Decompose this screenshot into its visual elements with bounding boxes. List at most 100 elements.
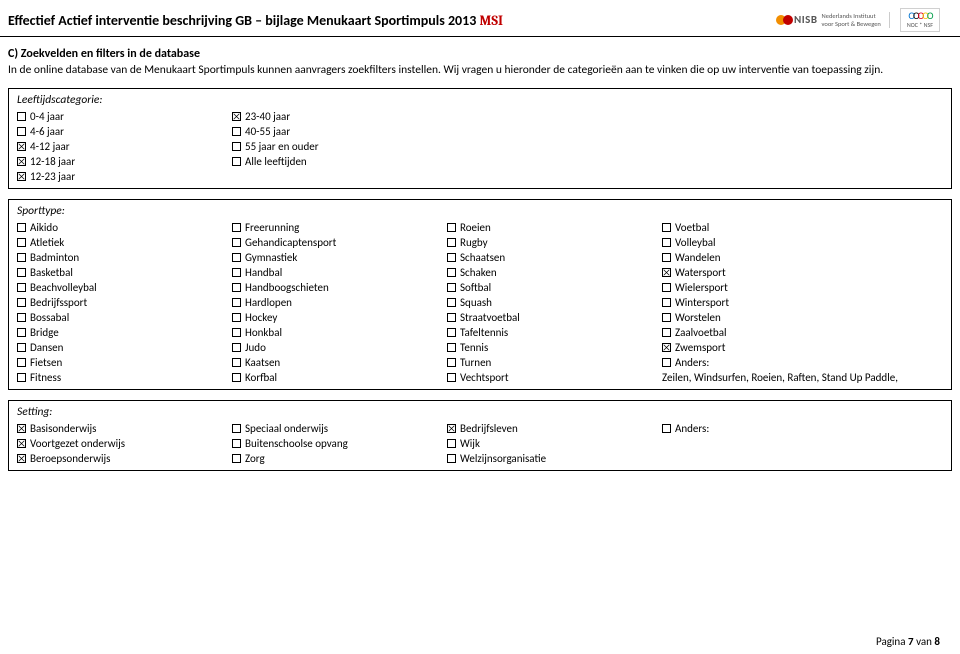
- footer-label: Pagina: [876, 635, 905, 648]
- checkbox-label: Badminton: [30, 250, 79, 265]
- checkbox[interactable]: [17, 343, 26, 352]
- checkbox[interactable]: [447, 373, 456, 382]
- checkbox[interactable]: [447, 358, 456, 367]
- checkbox[interactable]: [447, 343, 456, 352]
- checkbox[interactable]: [17, 157, 26, 166]
- checkbox[interactable]: [662, 313, 671, 322]
- checkbox[interactable]: [17, 268, 26, 277]
- checkbox[interactable]: [447, 298, 456, 307]
- checkbox[interactable]: [232, 157, 241, 166]
- checkbox-label: Judo: [245, 340, 266, 355]
- checkbox[interactable]: [17, 373, 26, 382]
- checkbox-label: Basisonderwijs: [30, 421, 96, 436]
- checkbox[interactable]: [232, 223, 241, 232]
- checkbox[interactable]: [232, 343, 241, 352]
- checkbox-label: Aikido: [30, 220, 58, 235]
- checkbox[interactable]: [447, 283, 456, 292]
- checkbox[interactable]: [662, 283, 671, 292]
- checkbox[interactable]: [17, 238, 26, 247]
- checkbox-label: Squash: [460, 295, 492, 310]
- checkbox-row: Handboogschieten: [232, 280, 447, 295]
- checkbox[interactable]: [447, 223, 456, 232]
- checkbox-label: Anders:: [675, 421, 709, 436]
- checkbox-label: 0-4 jaar: [30, 109, 64, 124]
- checkbox-label: Watersport: [675, 265, 726, 280]
- checkbox[interactable]: [17, 223, 26, 232]
- checkbox[interactable]: [232, 298, 241, 307]
- checkbox[interactable]: [232, 142, 241, 151]
- checkbox[interactable]: [447, 268, 456, 277]
- checkbox[interactable]: [17, 253, 26, 262]
- checkbox[interactable]: [662, 238, 671, 247]
- checkbox[interactable]: [17, 439, 26, 448]
- checkbox[interactable]: [662, 424, 671, 433]
- checkbox[interactable]: [447, 238, 456, 247]
- checkbox-row: Worstelen: [662, 310, 922, 325]
- checkbox-label: Beroepsonderwijs: [30, 451, 110, 466]
- checkbox[interactable]: [662, 328, 671, 337]
- checkbox-label: Worstelen: [675, 310, 721, 325]
- checkbox-row: 0-4 jaar: [17, 109, 232, 124]
- checkbox[interactable]: [232, 454, 241, 463]
- checkbox[interactable]: [17, 328, 26, 337]
- checkbox[interactable]: [662, 343, 671, 352]
- checkbox-row: 4-12 jaar: [17, 139, 232, 154]
- checkbox[interactable]: [662, 268, 671, 277]
- checkbox[interactable]: [17, 172, 26, 181]
- logo-group: NISB Nederlands Instituut voor Sport & B…: [776, 8, 940, 32]
- checkbox[interactable]: [662, 358, 671, 367]
- checkbox[interactable]: [17, 424, 26, 433]
- checkbox-label: Bridge: [30, 325, 59, 340]
- nisb-circle-2: [783, 15, 793, 25]
- checkbox-label: Wintersport: [675, 295, 729, 310]
- checkbox[interactable]: [447, 313, 456, 322]
- checkbox[interactable]: [232, 127, 241, 136]
- checkbox[interactable]: [17, 298, 26, 307]
- checkbox[interactable]: [232, 112, 241, 121]
- checkbox[interactable]: [17, 454, 26, 463]
- setting-title: Setting:: [17, 405, 943, 419]
- nisb-line2: voor Sport & Bewegen: [822, 20, 881, 28]
- checkbox[interactable]: [17, 358, 26, 367]
- checkbox-label: Turnen: [460, 355, 491, 370]
- checkbox[interactable]: [662, 253, 671, 262]
- checkbox[interactable]: [232, 268, 241, 277]
- checkbox[interactable]: [447, 454, 456, 463]
- checkbox[interactable]: [17, 127, 26, 136]
- checkbox-row: Korfbal: [232, 370, 447, 385]
- checkbox[interactable]: [662, 223, 671, 232]
- checkbox[interactable]: [447, 424, 456, 433]
- title-msi: MSI: [480, 12, 503, 29]
- checkbox[interactable]: [17, 283, 26, 292]
- checkbox[interactable]: [17, 142, 26, 151]
- checkbox[interactable]: [232, 424, 241, 433]
- checkbox-row: Wandelen: [662, 250, 922, 265]
- checkbox[interactable]: [232, 283, 241, 292]
- checkbox[interactable]: [662, 298, 671, 307]
- checkbox-label: Softbal: [460, 280, 491, 295]
- checkbox-row: Judo: [232, 340, 447, 355]
- title-text: Effectief Actief interventie beschrijvin…: [8, 12, 476, 29]
- checkbox-label: 23-40 jaar: [245, 109, 290, 124]
- checkbox[interactable]: [17, 313, 26, 322]
- checkbox[interactable]: [232, 253, 241, 262]
- checkbox[interactable]: [232, 439, 241, 448]
- checkbox[interactable]: [232, 358, 241, 367]
- checkbox[interactable]: [232, 238, 241, 247]
- checkbox[interactable]: [447, 439, 456, 448]
- checkbox-row: Tennis: [447, 340, 662, 355]
- checkbox[interactable]: [232, 313, 241, 322]
- section-heading: C) Zoekvelden en filters in de database: [8, 47, 952, 61]
- checkbox[interactable]: [232, 328, 241, 337]
- checkbox[interactable]: [447, 253, 456, 262]
- checkbox[interactable]: [447, 328, 456, 337]
- checkbox-row: Hockey: [232, 310, 447, 325]
- checkbox-row: Hardlopen: [232, 295, 447, 310]
- checkbox-label: Dansen: [30, 340, 63, 355]
- checkbox[interactable]: [232, 373, 241, 382]
- checkbox-row: Atletiek: [17, 235, 232, 250]
- checkbox-row: Handbal: [232, 265, 447, 280]
- checkbox-label: Welzijnsorganisatie: [460, 451, 546, 466]
- checkbox-label: Roeien: [460, 220, 491, 235]
- checkbox[interactable]: [17, 112, 26, 121]
